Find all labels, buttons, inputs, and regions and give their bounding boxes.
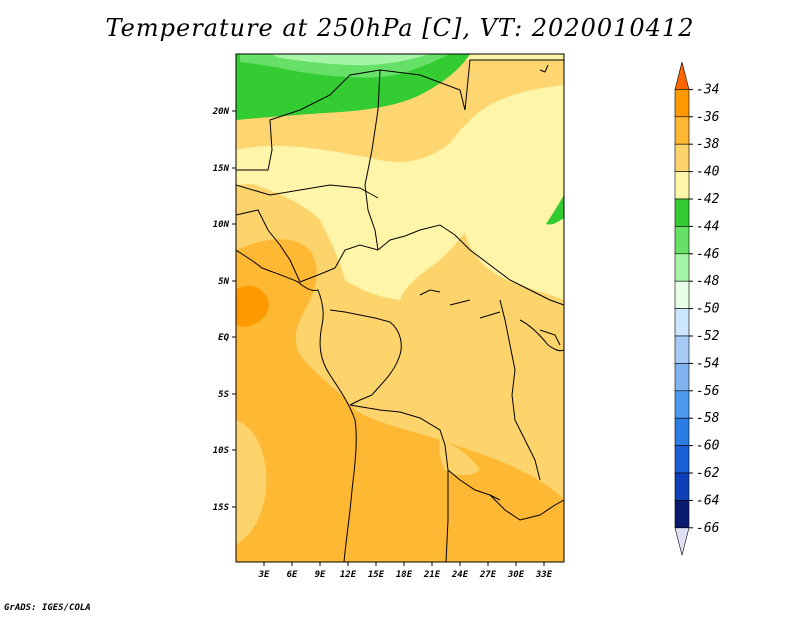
colorbar-swatch [674, 390, 690, 419]
colorbar-label: -62 [696, 466, 720, 481]
colorbar-swatch [674, 417, 690, 446]
colorbar-label: -48 [696, 274, 720, 289]
border-angola-zambia [445, 470, 449, 562]
border-sahel [236, 184, 379, 199]
colorbar-swatch [674, 527, 690, 556]
colorbar-labels: -34 -36 -38 -40 -42 -44 -46 -48 -50 -52 -54 -56 -58 -… [689, 82, 720, 536]
colorbar-label: -38 [696, 137, 720, 152]
lon-label: 24E [451, 570, 469, 580]
border-angola-drc [349, 404, 501, 501]
colorbar-label: -56 [696, 384, 720, 399]
colorbar-label: -44 [696, 219, 719, 234]
border-zambia-south [489, 494, 564, 521]
colorbar-swatch [674, 363, 690, 392]
colorbar-label: -40 [696, 165, 720, 180]
lat-label: 5N [218, 277, 229, 287]
colorbar-swatch [674, 253, 690, 282]
border-central-band [299, 224, 564, 306]
field-east-pocket [490, 430, 564, 490]
colorbar-label: -60 [696, 439, 720, 454]
colorbar-swatch [674, 500, 690, 529]
colorbar-label: -36 [696, 110, 720, 125]
west-coastline [236, 249, 357, 562]
field-warm-38 [236, 239, 564, 562]
lon-label: 9E [315, 570, 326, 580]
colorbar-swatch [674, 116, 690, 145]
colorbar-swatch [674, 472, 690, 501]
border-rift-lakes [499, 299, 541, 481]
colorbar-swatch [674, 61, 690, 90]
map-frame [235, 53, 565, 563]
lon-label: 18E [396, 570, 413, 580]
colorbar-label: -64 [696, 493, 719, 508]
colorbar-swatch [674, 226, 690, 255]
border-congo-river [349, 321, 402, 406]
chart-title: Temperature at 250hPa [C], VT: 202001041… [105, 14, 695, 42]
border-niger-chad [364, 69, 381, 251]
lon-label: 3E [258, 570, 270, 580]
latitude-labels: 20N 15N 10N 5N EQ 5S 10S 15S [212, 107, 230, 513]
border-congo-tributaries [419, 289, 501, 319]
border-west-a [236, 209, 301, 283]
colorbar-swatch [674, 89, 690, 118]
lat-label: 10N [213, 220, 230, 230]
lat-label: 15N [213, 164, 230, 174]
colorbar-label: -58 [696, 411, 720, 426]
axis-ticks [232, 110, 545, 566]
colorbar-swatch [674, 143, 690, 172]
lat-label: 20N [212, 107, 230, 117]
border-coast-ne [539, 64, 549, 73]
field-gulf-36 [236, 285, 269, 327]
colorbar-swatches [674, 61, 690, 556]
field-west-pocket [236, 420, 267, 545]
colorbar-swatch [674, 308, 690, 337]
colorbar-label: -66 [696, 521, 720, 536]
field-east-pale [461, 105, 564, 300]
field-north-palegreen [270, 54, 430, 66]
colorbar-label: -50 [696, 302, 720, 317]
temperature-field [236, 54, 564, 562]
colorbar-label: -42 [696, 192, 720, 207]
lon-label: 27E [479, 570, 497, 580]
colorbar-label: -54 [696, 356, 719, 371]
lat-label: 10S [213, 446, 230, 456]
lon-label: 12E [340, 570, 357, 580]
country-boundaries [236, 59, 564, 562]
lon-label: 15E [368, 570, 385, 580]
northern-borders [236, 59, 564, 171]
lon-label: 33E [535, 570, 553, 580]
field-east-green [546, 195, 564, 225]
colorbar: -34 -36 -38 -40 -42 -44 -46 -48 -50 -52 -54 -56 -58 -… [674, 61, 720, 556]
colorbar-swatch [674, 280, 690, 309]
colorbar-label: -34 [696, 82, 719, 97]
lat-label: EQ [218, 333, 229, 343]
colorbar-label: -46 [696, 247, 720, 262]
longitude-labels: 3E 6E 9E 12E 15E 18E 21E 24E 27E 30E 33E [258, 570, 553, 580]
border-east-b [539, 329, 561, 346]
lat-label: 5S [218, 390, 229, 400]
border-east-a [519, 319, 564, 352]
lat-label: 15S [213, 503, 230, 513]
colorbar-swatch [674, 171, 690, 200]
lon-label: 30E [507, 570, 525, 580]
colorbar-swatch [674, 445, 690, 474]
colorbar-swatch [674, 198, 690, 227]
border-gabon-north [329, 309, 391, 323]
colorbar-swatch [674, 335, 690, 364]
lon-label: 6E [287, 570, 298, 580]
lon-label: 21E [423, 570, 441, 580]
grads-credit: GrADS: IGES/COLA [4, 603, 91, 613]
colorbar-label: -52 [696, 329, 720, 344]
field-inland-pocket [439, 440, 480, 476]
